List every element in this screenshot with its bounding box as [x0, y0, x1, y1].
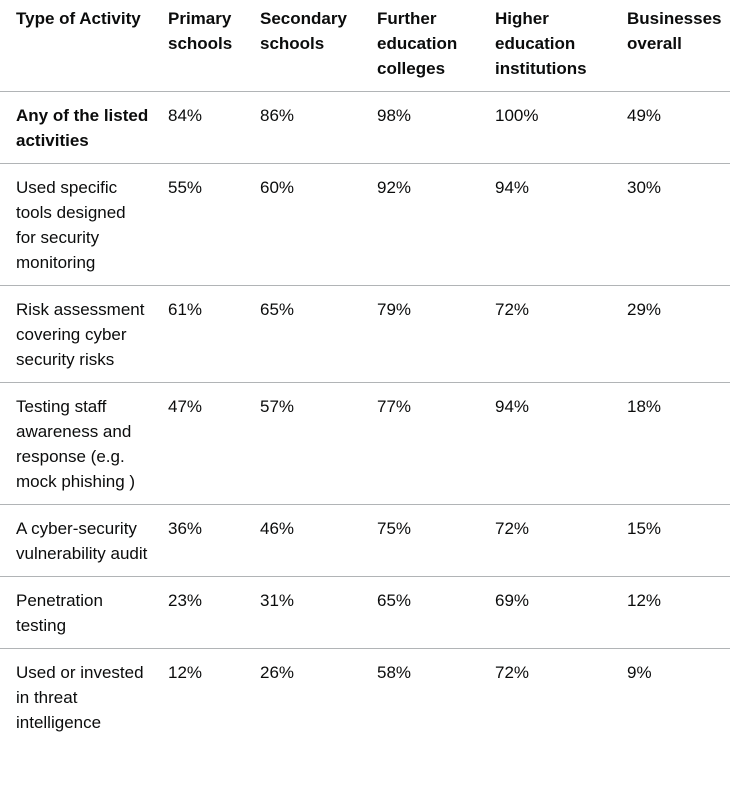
cell-value: 84% [168, 91, 260, 164]
cell-value: 86% [260, 91, 377, 164]
cell-value: 100% [495, 91, 627, 164]
column-header: Primary schools [168, 0, 260, 92]
cell-value: 92% [377, 163, 495, 286]
cell-value: 18% [627, 382, 730, 505]
cell-value: 30% [627, 163, 730, 286]
column-header: Type of Activity [0, 0, 168, 92]
cell-value: 46% [260, 504, 377, 577]
table-row: Testing staff awareness and response (e.… [0, 382, 730, 505]
cell-value: 23% [168, 576, 260, 649]
header-row: Type of Activity Primary schools Secondary… [0, 0, 730, 92]
cell-value: 69% [495, 576, 627, 649]
column-header: Further education colleges [377, 0, 495, 92]
table-row: Any of the listed activities 84% 86% 98% 100… [0, 91, 730, 164]
row-label: Used or invested in threat intelligence [16, 663, 144, 732]
cell-value: 58% [377, 663, 412, 682]
cell-value: 47% [168, 382, 260, 505]
row-label: Testing staff awareness and response (e.… [0, 382, 168, 505]
cell-value: 31% [260, 576, 377, 649]
cell-value: 9% [627, 663, 652, 682]
row-label: Used specific tools designed for securit… [0, 163, 168, 286]
cell-value: 94% [495, 163, 627, 286]
table-row: Risk assessment covering cyber security … [0, 285, 730, 383]
cell-value: 36% [168, 504, 260, 577]
cell-value: 72% [495, 504, 627, 577]
cell-value: 98% [377, 91, 495, 164]
cell-value: 72% [495, 663, 530, 682]
cell-value: 49% [627, 91, 730, 164]
cell-value: 94% [495, 382, 627, 505]
column-header: Secondary schools [260, 0, 377, 92]
cell-value: 77% [377, 382, 495, 505]
row-label: Penetration testing [0, 576, 168, 649]
cell-value: 57% [260, 382, 377, 505]
cell-value: 79% [377, 285, 495, 383]
table-row: Used or invested in threat intelligence 1… [0, 649, 730, 746]
cell-value: 26% [260, 663, 295, 682]
table-row: Used specific tools designed for securit… [0, 163, 730, 286]
cell-value: 60% [260, 163, 377, 286]
data-table: Type of Activity Primary schools Secondary… [0, 0, 730, 746]
row-label: Any of the listed activities [0, 91, 168, 164]
table-body: Any of the listed activities 84% 86% 98% 100… [0, 91, 730, 746]
cell-value: 29% [627, 285, 730, 383]
table-header: Type of Activity Primary schools Secondary… [0, 0, 730, 92]
row-label: A cyber-security vulnerability audit [0, 504, 168, 577]
cell-value: 65% [260, 285, 377, 383]
cell-value: 12% [168, 663, 203, 682]
cell-value: 55% [168, 163, 260, 286]
cell-value: 61% [168, 285, 260, 383]
table-row: A cyber-security vulnerability audit 36% 4… [0, 504, 730, 577]
cell-value: 65% [377, 576, 495, 649]
cell-value: 72% [495, 285, 627, 383]
cell-value: 15% [627, 504, 730, 577]
cell-value: 75% [377, 504, 495, 577]
row-label: Risk assessment covering cyber security … [0, 285, 168, 383]
cell-value: 12% [627, 576, 730, 649]
column-header: Businesses overall [627, 0, 730, 92]
column-header: Higher education institutions [495, 0, 627, 92]
table-row: Penetration testing 23% 31% 65% 69% 12% [0, 576, 730, 649]
